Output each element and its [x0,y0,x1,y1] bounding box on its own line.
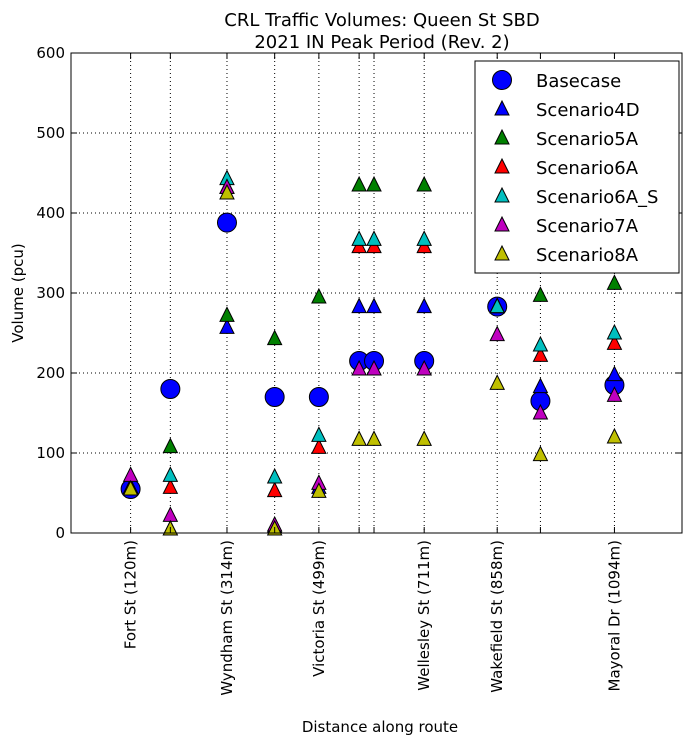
x-axis-label: Distance along route [302,718,458,736]
scenario-point [366,430,382,446]
scenario-point [416,230,432,246]
scenario-point [489,325,506,342]
scenario-point [162,437,179,454]
scenario-point [606,334,623,350]
scenario-point [532,335,549,352]
scenario-point [416,297,432,314]
x-tick-label: Fort St (120m) [122,540,140,649]
legend-marker [494,128,510,145]
scenario-point [532,346,549,362]
y-tick-label: 100 [36,444,65,462]
y-tick-label: 400 [36,204,65,222]
basecase-point [160,379,181,399]
y-tick-label: 200 [36,364,65,382]
scenario-point [266,481,283,498]
scenario-point [351,175,367,192]
legend-marker [494,99,510,116]
basecase-point [264,387,285,407]
y-tick-label: 0 [55,524,65,542]
basecase-point [308,387,329,407]
data-points [120,169,625,536]
scenario-point [122,466,139,482]
scenario-point [366,359,382,376]
scenario-point [122,479,139,496]
x-tick-label: Wyndham St (314m) [218,540,236,696]
scenario-point [266,467,283,484]
x-tick-label: Wakefield St (858m) [488,540,506,693]
basecase-point [216,212,237,233]
scenario-point [162,506,179,522]
x-tick-label: Mayoral Dr (1094m) [605,540,623,691]
scenario-point [311,482,327,498]
scenario-point [219,318,235,334]
scenario-point [311,287,327,304]
scenario-point [351,359,367,376]
y-tick-label: 600 [36,44,65,62]
chart-title: CRL Traffic Volumes: Queen St SBD [224,10,539,31]
legend-label: Scenario6A [536,158,639,179]
scenario-point [416,359,432,376]
y-tick-label: 500 [36,124,65,142]
x-tick-label: Victoria St (499m) [310,540,328,677]
scenario-point [219,306,235,322]
y-tick-label: 300 [36,284,65,302]
scenario-point [606,323,623,340]
scenario-point [489,297,506,314]
scenario-point [311,426,327,442]
scenario-point [489,374,506,390]
legend-label: Scenario7A [536,216,639,237]
scenario-point [351,430,367,446]
legend: Basecase Scenario4D Scenario5A Scenario6A Sc… [474,60,680,274]
scenario-point [219,183,235,200]
legend-label: Scenario6A_S [536,187,658,208]
legend-marker [494,244,510,261]
scenario-point [606,386,623,402]
legend-label: Scenario4D [536,100,640,121]
scenario-point [532,445,549,462]
legend-marker [492,70,512,90]
scenario-point [366,230,382,246]
scenario-point [351,230,367,246]
legend-label: Basecase [536,71,621,92]
x-tick-label: Wellesley St (711m) [415,540,433,691]
scenario-point [606,274,623,290]
y-axis: 0 100 200 300 400 500 600 [36,44,682,542]
scenario-point [162,478,179,494]
scenario-point [366,175,382,192]
legend-marker [494,157,510,174]
legend-marker [494,186,510,203]
y-axis-label: Volume (pcu) [9,243,27,343]
scenario-point [366,297,382,314]
scenario-point [351,297,367,314]
scenario-point [266,329,283,346]
scenario-point [162,466,179,482]
scenario-point [416,430,432,446]
scenario-point [606,427,623,444]
legend-label: Scenario8A [536,245,639,266]
scenario-point [532,377,549,394]
scenario-point [532,403,549,420]
scenario-point [416,175,432,192]
x-axis: Fort St (120m) Wyndham St (314m) Victoria … [122,53,623,696]
legend-marker [494,215,510,232]
legend-box [474,60,680,274]
scenario-point [606,365,623,382]
scenario-point [532,286,549,302]
legend-label: Scenario5A [536,129,639,150]
scenario-point [311,438,327,454]
chart-subtitle: 2021 IN Peak Period (Rev. 2) [254,32,509,53]
